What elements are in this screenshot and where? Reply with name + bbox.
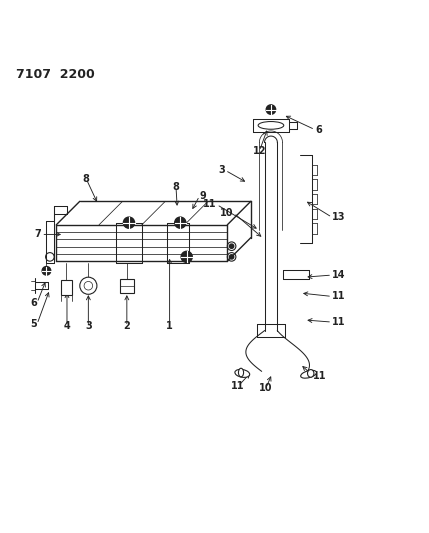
Circle shape bbox=[230, 255, 234, 259]
Text: 10: 10 bbox=[220, 208, 234, 218]
Text: 7107  2200: 7107 2200 bbox=[16, 68, 94, 80]
Text: 12: 12 bbox=[253, 146, 266, 156]
Text: 10: 10 bbox=[259, 383, 272, 393]
Circle shape bbox=[80, 277, 97, 294]
Text: 1: 1 bbox=[166, 321, 173, 332]
Text: 7: 7 bbox=[35, 229, 41, 239]
Text: 11: 11 bbox=[231, 381, 245, 391]
Text: 9: 9 bbox=[199, 191, 206, 201]
Text: 2: 2 bbox=[124, 321, 130, 332]
Text: 13: 13 bbox=[332, 212, 346, 222]
Ellipse shape bbox=[235, 369, 250, 377]
Ellipse shape bbox=[258, 122, 284, 129]
Text: 6: 6 bbox=[30, 298, 37, 308]
Text: 3: 3 bbox=[218, 165, 225, 175]
Circle shape bbox=[42, 266, 51, 275]
Text: 8: 8 bbox=[172, 182, 179, 192]
Text: 14: 14 bbox=[332, 270, 346, 280]
Text: 6: 6 bbox=[315, 125, 322, 135]
Circle shape bbox=[124, 217, 135, 228]
Bar bbox=[60, 280, 72, 295]
Text: 11: 11 bbox=[313, 370, 326, 381]
Text: 5: 5 bbox=[30, 319, 37, 329]
Circle shape bbox=[181, 252, 192, 262]
Text: 3: 3 bbox=[85, 321, 92, 332]
Text: 11: 11 bbox=[203, 199, 217, 209]
Text: 8: 8 bbox=[83, 174, 90, 184]
Ellipse shape bbox=[301, 370, 317, 378]
Circle shape bbox=[230, 244, 234, 248]
Ellipse shape bbox=[308, 369, 314, 377]
Circle shape bbox=[175, 217, 186, 228]
Bar bbox=[120, 279, 134, 293]
Text: 4: 4 bbox=[63, 321, 70, 332]
Text: 11: 11 bbox=[332, 317, 346, 327]
Circle shape bbox=[266, 105, 276, 114]
Ellipse shape bbox=[239, 368, 244, 377]
Text: 11: 11 bbox=[332, 292, 346, 302]
Circle shape bbox=[84, 281, 93, 290]
